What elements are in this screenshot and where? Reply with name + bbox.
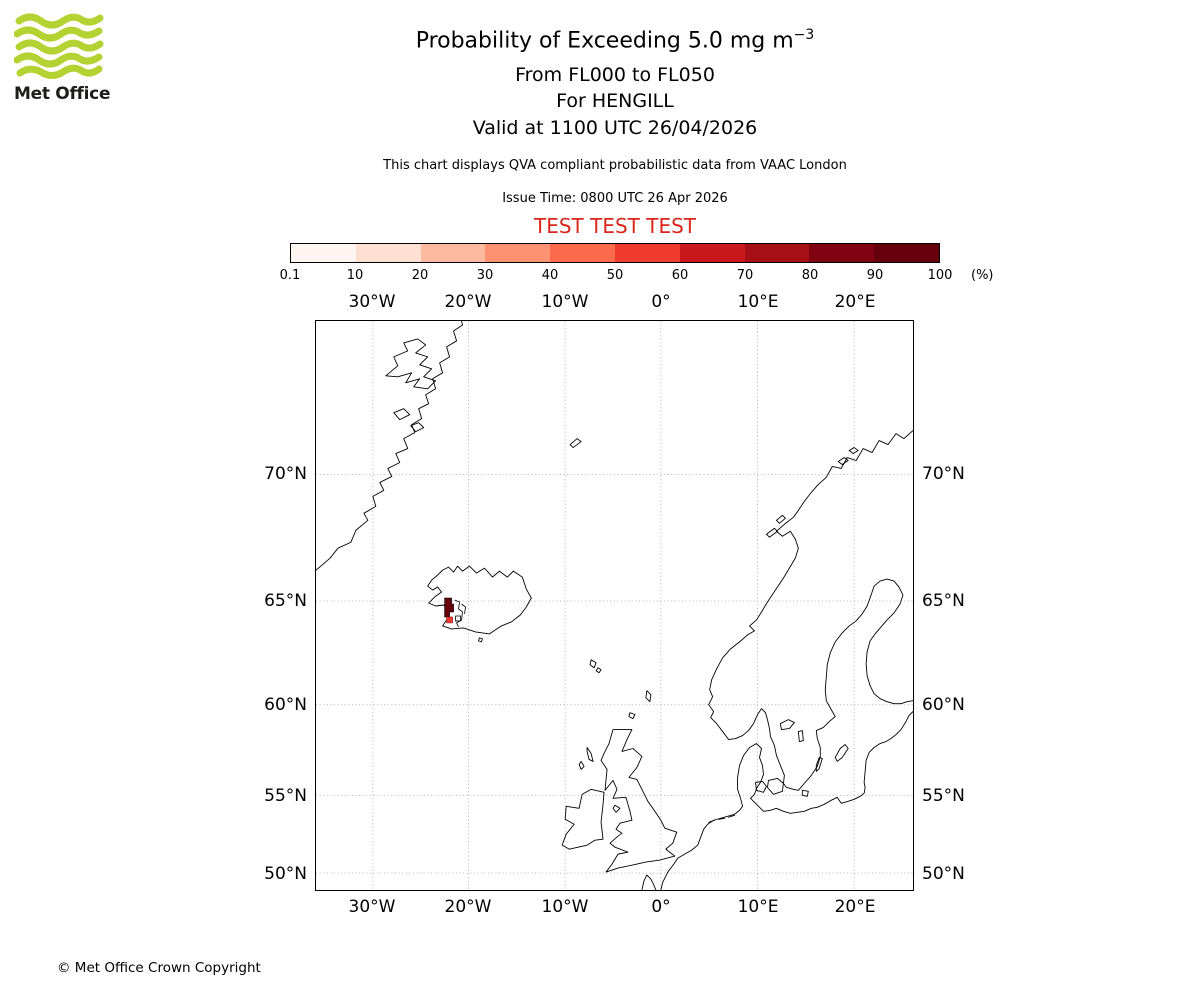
islands-greenland-coast — [393, 408, 425, 433]
y-tick-left: 50°N — [264, 864, 307, 884]
colorbar-segment — [485, 244, 551, 262]
island-vestmannaeyjar — [478, 637, 483, 643]
colorbar-segment — [809, 244, 875, 262]
coastline-greenland — [316, 321, 463, 571]
islands-shetland-orkney — [628, 690, 652, 720]
colorbar-tick: 10 — [346, 268, 364, 283]
copyright-notice: © Met Office Crown Copyright — [57, 960, 261, 976]
y-tick-right: 60°N — [922, 695, 965, 715]
islands-hebrides — [578, 747, 594, 770]
island-gotland — [834, 744, 849, 762]
x-tick-top: 10°W — [541, 292, 589, 312]
coastline-continental-europe — [660, 711, 913, 890]
page-title-exponent: −3 — [793, 27, 815, 43]
x-tick-top: 20°W — [444, 292, 492, 312]
island-oland — [815, 757, 823, 772]
hazard-cell-medium-probability — [446, 616, 453, 624]
colorbar-tick: 80 — [801, 268, 819, 283]
islands-denmark — [755, 777, 809, 797]
colorbar-tick: 20 — [411, 268, 429, 283]
y-tick-left: 55°N — [264, 786, 307, 806]
coastline-scandinavia — [708, 430, 913, 791]
page-title: Probability of Exceeding 5.0 mg m−3 — [30, 27, 1200, 53]
x-tick-bottom: 30°W — [348, 897, 396, 917]
x-tick-bottom: 10°E — [737, 897, 779, 917]
coastline-iceland — [427, 565, 532, 635]
y-tick-left: 65°N — [264, 591, 307, 611]
y-tick-left: 60°N — [264, 695, 307, 715]
x-tick-bottom: 10°W — [541, 897, 589, 917]
hazard-cell-high-probability — [444, 597, 454, 618]
coastline-great-britain — [600, 729, 678, 873]
island-isle-of-man — [612, 804, 621, 813]
colorbar-segment — [679, 244, 745, 262]
y-tick-left: 70°N — [264, 464, 307, 484]
colorbar-unit-label: (%) — [971, 268, 994, 283]
map-plot-area — [315, 320, 914, 891]
colorbar-segment — [291, 244, 356, 262]
x-tick-top: 10°E — [737, 292, 779, 312]
colorbar-tick: 40 — [541, 268, 559, 283]
y-tick-right: 65°N — [922, 591, 965, 611]
issue-time: Issue Time: 0800 UTC 26 Apr 2026 — [502, 191, 728, 206]
colorbar-segment — [355, 244, 421, 262]
islands-faroe — [589, 659, 602, 674]
hazard-area-hengill — [444, 597, 466, 628]
subtitle-volcano: For HENGILL — [556, 90, 674, 112]
page-title-text: Probability of Exceeding 5.0 mg m — [415, 28, 794, 54]
coastline-ireland — [561, 788, 605, 850]
qva-note: This chart displays QVA compliant probab… — [383, 158, 847, 173]
subtitle-flight-levels: From FL000 to FL050 — [515, 64, 715, 86]
y-tick-right: 50°N — [922, 864, 965, 884]
met-office-logo-waves — [14, 13, 104, 79]
colorbar-tick: 50 — [606, 268, 624, 283]
colorbar-tick: 70 — [736, 268, 754, 283]
x-tick-bottom: 0° — [651, 897, 671, 917]
coastline-greenland-fjords — [385, 338, 437, 390]
x-tick-top: 30°W — [348, 292, 396, 312]
peninsula-cotentin — [641, 874, 657, 890]
islands-lofoten-tromso — [766, 447, 859, 538]
x-tick-top: 0° — [651, 292, 671, 312]
y-tick-right: 70°N — [922, 464, 965, 484]
met-office-logo: Met Office — [14, 12, 114, 104]
island-jan-mayen — [569, 438, 582, 449]
colorbar-segment — [874, 244, 939, 262]
colorbar-segment — [614, 244, 680, 262]
x-tick-bottom: 20°E — [834, 897, 876, 917]
x-tick-top: 20°E — [834, 292, 876, 312]
x-tick-bottom: 20°W — [444, 897, 492, 917]
colorbar-segment — [420, 244, 486, 262]
colorbar-segment — [744, 244, 810, 262]
colorbar-tick: 30 — [476, 268, 494, 283]
map-canvas — [316, 321, 913, 890]
lakes-sweden — [779, 719, 804, 742]
colorbar-tick: 0.1 — [279, 268, 301, 283]
colorbar-tick: 100 — [927, 268, 953, 283]
y-tick-right: 55°N — [922, 786, 965, 806]
colorbar-tick: 60 — [671, 268, 689, 283]
met-office-logo-text: Met Office — [14, 84, 111, 104]
subtitle-valid-time: Valid at 1100 UTC 26/04/2026 — [472, 117, 758, 139]
colorbar-gradient — [290, 243, 940, 263]
colorbar-segment — [550, 244, 615, 262]
colorbar-tick: 90 — [866, 268, 884, 283]
hazard-contour-outlines — [454, 599, 466, 628]
test-banner: TEST TEST TEST — [533, 214, 696, 238]
islands-frisian — [708, 814, 736, 823]
